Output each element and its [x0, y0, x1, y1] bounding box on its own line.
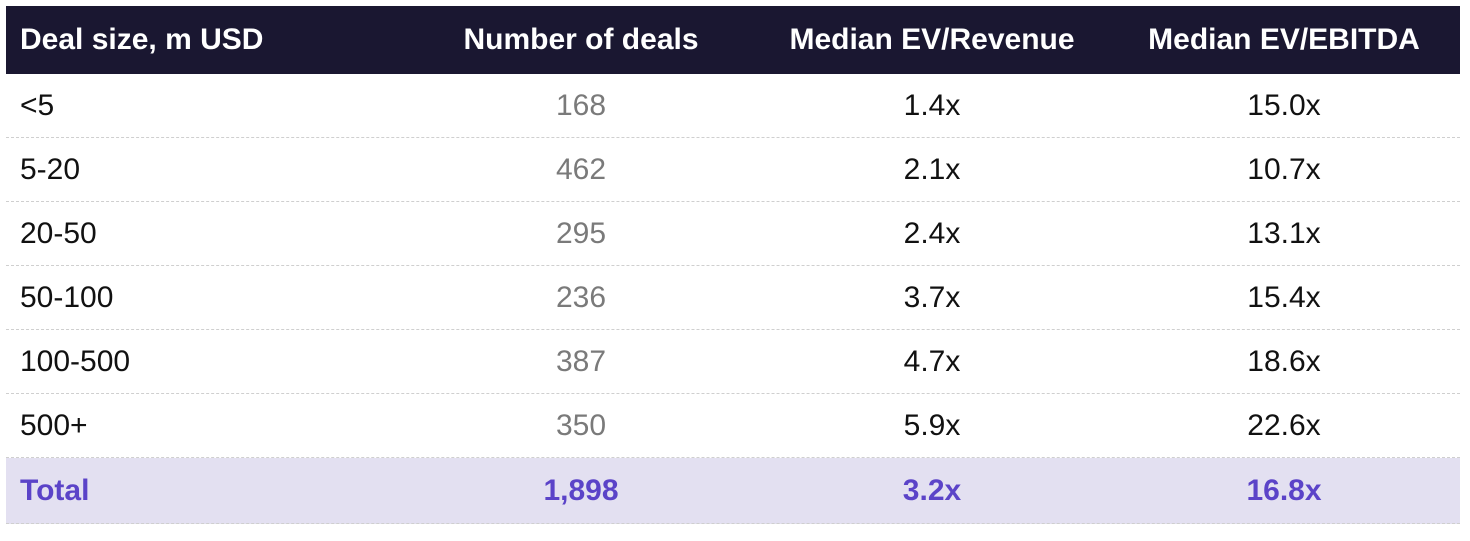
table-row: <5 168 1.4x 15.0x	[6, 74, 1460, 138]
number-of-deals-cell: 236	[555, 280, 607, 314]
table-row: 500+ 350 5.9x 22.6x	[6, 394, 1460, 458]
ev-ebitda-cell: 10.7x	[1247, 152, 1321, 186]
ev-ebitda-cell: 18.6x	[1247, 344, 1321, 378]
ev-revenue-cell: 4.7x	[903, 344, 961, 378]
ev-ebitda-cell: 22.6x	[1247, 408, 1321, 442]
total-ev-ebitda: 16.8x	[1246, 473, 1322, 507]
deal-size-cell: 500+	[20, 408, 88, 442]
header-median-ev-ebitda: Median EV/EBITDA	[1148, 23, 1420, 56]
ev-revenue-cell: 1.4x	[903, 88, 961, 122]
total-label: Total	[20, 473, 90, 507]
table-header: Deal size, m USD Number of deals Median …	[6, 6, 1460, 74]
header-deal-size: Deal size, m USD	[20, 23, 264, 56]
header-number-of-deals: Number of deals	[463, 23, 699, 56]
deal-size-cell: 100-500	[20, 344, 131, 378]
ev-ebitda-cell: 15.4x	[1247, 280, 1321, 314]
number-of-deals-cell: 168	[555, 88, 607, 122]
header-median-ev-revenue: Median EV/Revenue	[789, 23, 1075, 56]
ev-revenue-cell: 2.4x	[903, 216, 961, 250]
number-of-deals-cell: 295	[555, 216, 607, 250]
ev-revenue-cell: 3.7x	[903, 280, 961, 314]
table-row: 20-50 295 2.4x 13.1x	[6, 202, 1460, 266]
table-row: 5-20 462 2.1x 10.7x	[6, 138, 1460, 202]
total-row: Total 1,898 3.2x 16.8x	[6, 458, 1460, 524]
total-ev-revenue: 3.2x	[902, 473, 962, 507]
table-row: 100-500 387 4.7x 18.6x	[6, 330, 1460, 394]
ev-revenue-cell: 2.1x	[903, 152, 961, 186]
ev-ebitda-cell: 13.1x	[1247, 216, 1321, 250]
deal-size-cell: <5	[20, 88, 55, 122]
deal-multiples-table: Deal size, m USD Number of deals Median …	[6, 6, 1460, 524]
deal-size-cell: 5-20	[20, 152, 81, 186]
number-of-deals-cell: 462	[555, 152, 607, 186]
number-of-deals-cell: 387	[555, 344, 607, 378]
table-row: 50-100 236 3.7x 15.4x	[6, 266, 1460, 330]
number-of-deals-cell: 350	[555, 408, 607, 442]
ev-ebitda-cell: 15.0x	[1247, 88, 1321, 122]
deal-size-cell: 50-100	[20, 280, 114, 314]
deal-size-cell: 20-50	[20, 216, 97, 250]
total-number-of-deals: 1,898	[543, 473, 619, 507]
ev-revenue-cell: 5.9x	[903, 408, 961, 442]
